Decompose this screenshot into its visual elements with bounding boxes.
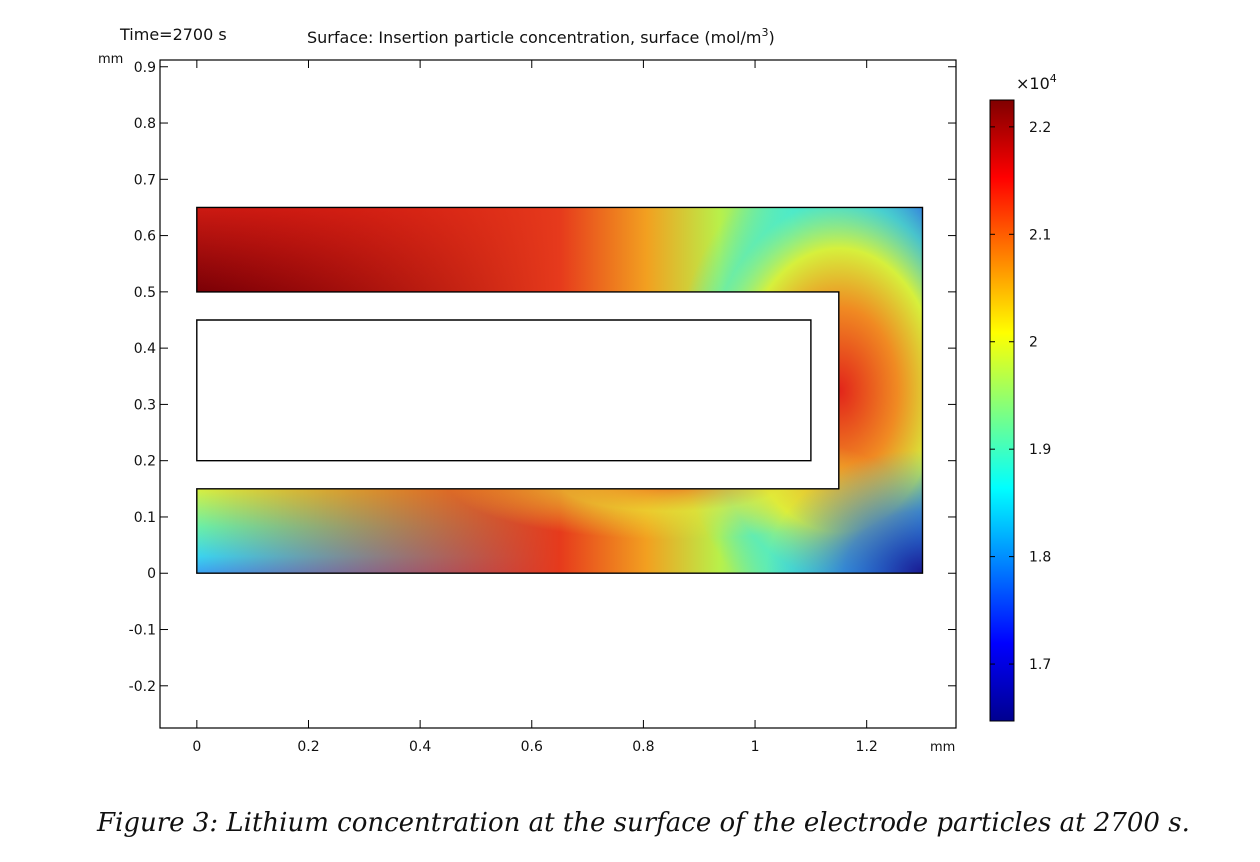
colorbar-tick-label: 1.9 [1029, 442, 1051, 458]
y-tick-label: 0.3 [134, 397, 156, 413]
y-tick-label: 0.7 [134, 172, 156, 188]
x-tick-label: 0 [192, 739, 201, 755]
y-tick-label: 0.8 [134, 116, 156, 132]
colorbar-tick-label: 2.1 [1029, 227, 1051, 243]
y-tick-label: 0.5 [134, 285, 156, 301]
colorbar-tick-label: 2 [1029, 335, 1038, 351]
y-tick-label: 0.1 [134, 510, 156, 526]
x-axis: 0 0.2 0.4 0.6 0.8 1 1.2 [192, 60, 878, 755]
x-tick-label: 0.8 [632, 739, 654, 755]
concentration-plot: 0 0.2 0.4 0.6 0.8 1 1.2 0.90.80.70.60.50.40.30… [98, 25, 1057, 755]
colorbar-tick-label: 1.8 [1029, 550, 1051, 566]
x-tick-label: 1 [751, 739, 760, 755]
colorbar-multiplier: ×104 [1016, 72, 1057, 93]
x-tick-label: 0.4 [409, 739, 431, 755]
y-unit-label: mm [98, 52, 123, 67]
colorbar-tick-label: 2.2 [1029, 120, 1051, 136]
figure-caption: Figure 3: Lithium concentration at the s… [97, 808, 1190, 838]
y-tick-label: 0.4 [134, 341, 156, 357]
concentration-field [196, 207, 923, 574]
electrode-domain-outline [196, 206, 924, 574]
inner-domain-outline [196, 319, 812, 462]
x-unit-label: mm [930, 740, 955, 755]
axes-frame [159, 59, 957, 729]
y-tick-label: -0.1 [129, 623, 156, 639]
colorbar [989, 99, 1015, 722]
x-tick-label: 1.2 [856, 739, 878, 755]
plot-title: Surface: Insertion particle concentratio… [307, 26, 775, 47]
y-tick-label: 0.6 [134, 229, 156, 245]
x-tick-label: 0.2 [297, 739, 319, 755]
y-tick-label: 0.9 [134, 60, 156, 76]
colorbar-ticks: 2.2 2.1 2 1.9 1.8 1.7 [990, 120, 1051, 673]
y-tick-label: 0.2 [134, 454, 156, 470]
time-label: Time=2700 s [119, 25, 227, 44]
y-axis: 0.9 0.8 0.7 0.6 0.5 0.4 0.3 0.2 0.1 0 -0.1 -0.2 [129, 60, 956, 695]
y-tick-label: 0 [147, 566, 156, 582]
colorbar-tick-label: 1.7 [1029, 657, 1051, 673]
x-tick-label: 0.6 [521, 739, 543, 755]
y-tick-label: -0.2 [129, 679, 156, 695]
